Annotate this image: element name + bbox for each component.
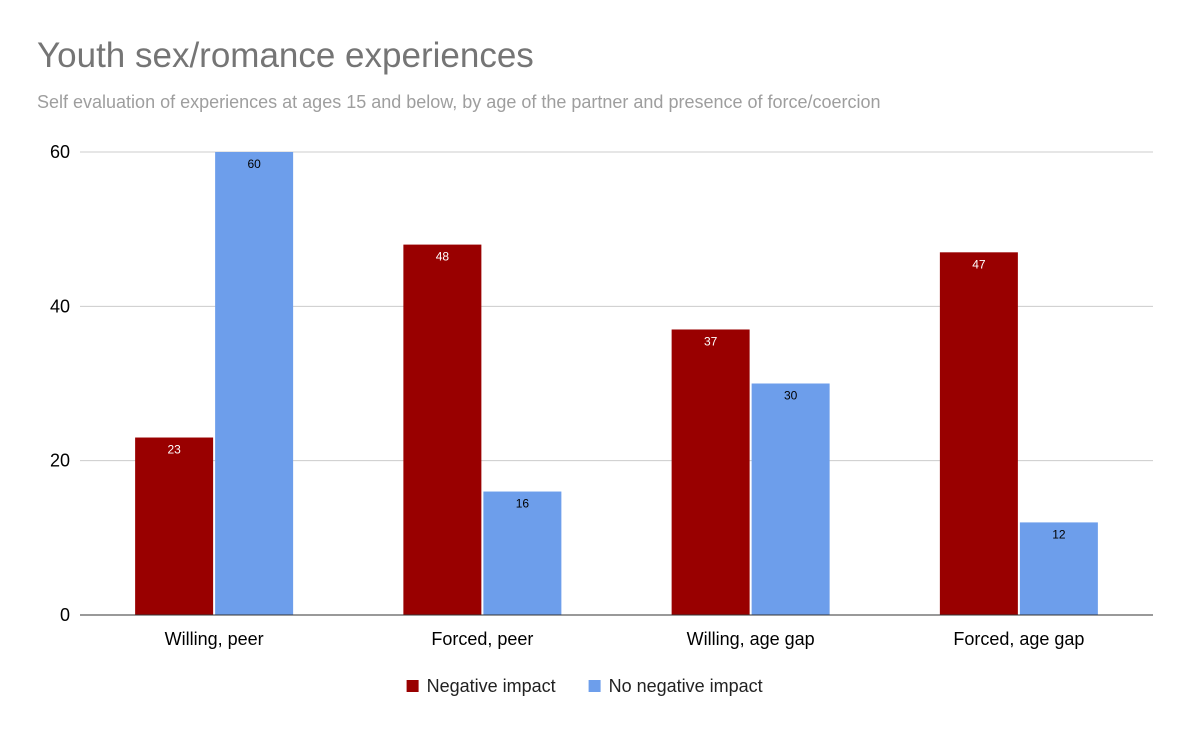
y-tick-label: 20 (50, 451, 70, 471)
bar (751, 383, 830, 615)
legend-label: Negative impact (427, 676, 556, 696)
legend-label: No negative impact (609, 676, 763, 696)
data-label: 16 (516, 497, 530, 511)
bar (671, 329, 750, 615)
data-label: 30 (784, 389, 798, 403)
y-tick-label: 40 (50, 296, 70, 316)
data-label: 47 (972, 257, 986, 271)
data-label: 48 (436, 250, 450, 264)
x-tick-label: Forced, peer (431, 629, 533, 649)
x-tick-label: Willing, age gap (687, 629, 815, 649)
bar (215, 152, 294, 615)
legend-swatch (406, 680, 419, 692)
bar (135, 437, 214, 615)
legend: Negative impact No negative impact (406, 676, 763, 696)
x-axis-ticks: Willing, peer Forced, peer Willing, age ga… (165, 629, 1085, 649)
bar (483, 491, 562, 615)
chart-subtitle: Self evaluation of experiences at ages 1… (37, 92, 881, 112)
y-axis-ticks: 0 20 40 60 (50, 142, 70, 625)
y-tick-label: 60 (50, 142, 70, 162)
legend-swatch (588, 680, 601, 692)
bars: 23 60 48 16 37 30 47 12 (135, 152, 1098, 616)
data-label: 37 (704, 334, 718, 348)
bar (1019, 522, 1098, 615)
chart-title: Youth sex/romance experiences (37, 36, 534, 75)
bar (403, 244, 482, 615)
x-tick-label: Forced, age gap (953, 629, 1084, 649)
x-tick-label: Willing, peer (165, 629, 264, 649)
bar (939, 252, 1018, 616)
data-label: 23 (167, 443, 181, 457)
data-label: 60 (247, 157, 261, 171)
y-tick-label: 0 (60, 605, 70, 625)
data-label: 12 (1052, 527, 1066, 541)
